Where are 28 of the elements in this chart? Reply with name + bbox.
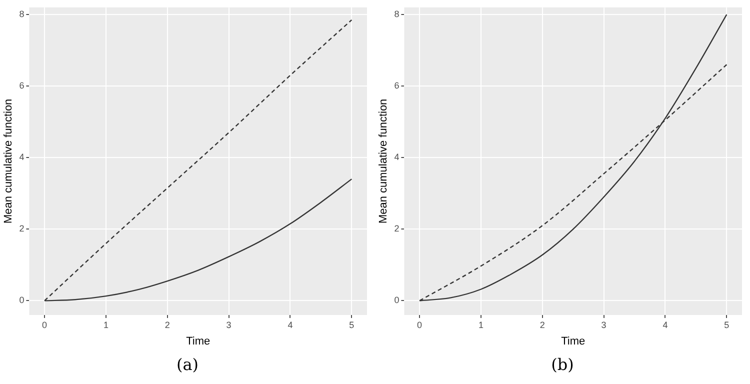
text: (a): [175, 354, 200, 376]
y-tick-label: 6: [19, 80, 24, 91]
y-tick-label: 8: [19, 9, 24, 20]
x-tick-label: 4: [662, 320, 668, 330]
y-axis-title: Mean cumulative function: [2, 98, 15, 224]
x-tick-label: 2: [540, 320, 545, 330]
y-tick-label: 4: [394, 152, 400, 162]
y-tick-label: 0: [394, 295, 400, 306]
x-tick-label: 3: [226, 320, 232, 330]
x-tick-label: 1: [103, 320, 108, 330]
y-tick-label: 6: [394, 80, 400, 91]
x-tick-label: 5: [349, 320, 354, 330]
y-tick-label: 2: [394, 224, 400, 234]
x-tick-label: 4: [288, 320, 293, 330]
x-tick-label: 5: [724, 320, 730, 330]
y-tick-label: 4: [19, 152, 24, 162]
x-tick-label: 1: [478, 320, 484, 330]
x-axis-title: Time: [561, 335, 586, 348]
text: (b): [550, 354, 575, 376]
y-tick-label: 2: [19, 224, 24, 234]
x-tick-label: 3: [601, 320, 606, 330]
y-tick-label: 0: [19, 295, 24, 306]
y-axis-title: Mean cumulative function: [378, 98, 390, 224]
x-tick-label: 0: [42, 320, 48, 330]
y-tick-label: 8: [394, 9, 400, 20]
x-axis-title: Time: [186, 335, 210, 348]
x-tick-label: 0: [417, 320, 422, 330]
x-tick-label: 2: [164, 320, 170, 330]
